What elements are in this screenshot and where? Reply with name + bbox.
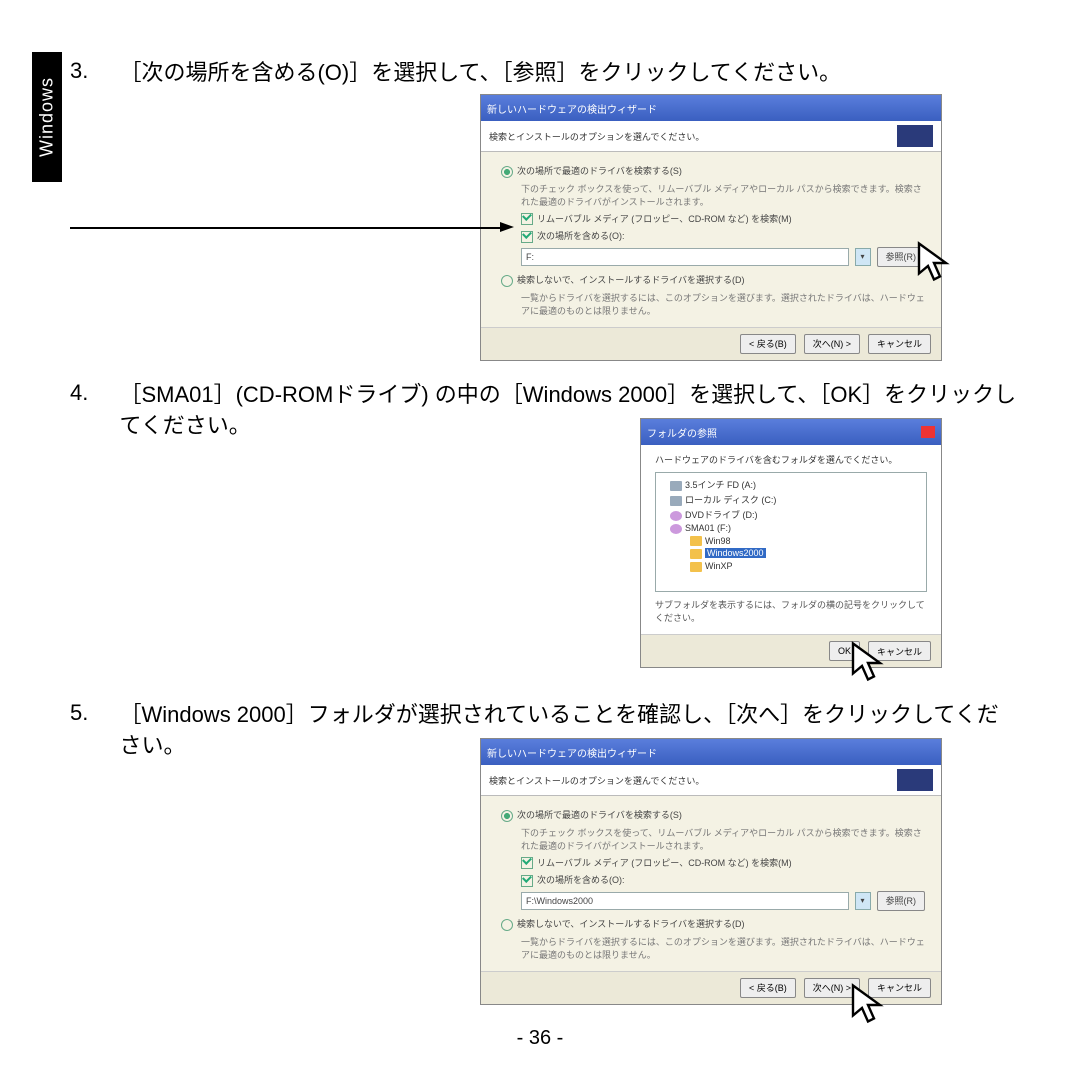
tree-dvd: DVDドライブ (D:) xyxy=(685,510,758,520)
browse-header-text: ハードウェアのドライバを含むフォルダを選んでください。 xyxy=(655,453,927,466)
browse-buttons: OK キャンセル xyxy=(641,634,941,667)
step4-num: 4. xyxy=(70,380,115,406)
next-button[interactable]: 次へ(N) > xyxy=(804,334,860,354)
radio2-sub: 一覧からドライバを選択するには、このオプションを選びます。選択されたドライバは、… xyxy=(521,291,925,317)
tree-win98: Win98 xyxy=(705,536,731,546)
wizard-screenshot-2: 新しいハードウェアの検出ウィザード 検索とインストールのオプションを選んでくださ… xyxy=(480,738,942,1005)
step3-num: 3. xyxy=(70,58,115,84)
folder-tree[interactable]: 3.5インチ FD (A:) ローカル ディスク (C:) DVDドライブ (D… xyxy=(655,472,927,592)
browse-button-2[interactable]: 参照(R) xyxy=(877,891,926,911)
radio-no-search[interactable] xyxy=(501,275,513,287)
browse-dialog-screenshot: フォルダの参照 ハードウェアのドライバを含むフォルダを選んでください。 3.5イ… xyxy=(640,418,942,668)
step-3: 3. ［次の場所を含める(O)］を選択して、［参照］をクリックしてください。 xyxy=(70,58,1030,89)
path-dropdown-icon-2[interactable]: ▾ xyxy=(855,892,871,910)
cancel-button[interactable]: キャンセル xyxy=(868,334,931,354)
browse-hint: サブフォルダを表示するには、フォルダの横の記号をクリックしてください。 xyxy=(655,598,927,624)
radio2-sub-2: 一覧からドライバを選択するには、このオプションを選びます。選択されたドライバは、… xyxy=(521,935,925,961)
side-tab-windows: Windows xyxy=(32,52,62,182)
wizard1-header-text: 検索とインストールのオプションを選んでください。 xyxy=(489,130,704,143)
dvd-icon xyxy=(670,511,682,521)
step5-num: 5. xyxy=(70,700,115,726)
radio-no-search-2[interactable] xyxy=(501,919,513,931)
close-icon[interactable] xyxy=(921,426,935,438)
wizard2-body: 次の場所で最適のドライバを検索する(S) 下のチェック ボックスを使って、リムー… xyxy=(481,796,941,971)
tree-floppy: 3.5インチ FD (A:) xyxy=(685,480,756,490)
wizard2-titlebar: 新しいハードウェアの検出ウィザード xyxy=(481,739,941,765)
back-button[interactable]: < 戻る(B) xyxy=(740,334,796,354)
wizard1-titlebar: 新しいハードウェアの検出ウィザード xyxy=(481,95,941,121)
wizard-screenshot-1: 新しいハードウェアの検出ウィザード 検索とインストールのオプションを選んでくださ… xyxy=(480,94,942,361)
browse-title-text: フォルダの参照 xyxy=(647,425,717,440)
cb-include-location-2[interactable] xyxy=(521,875,533,887)
folder-icon xyxy=(690,549,702,559)
tree-winxp: WinXP xyxy=(705,561,733,571)
wizard-icon xyxy=(897,769,933,791)
pointer-arrow-line xyxy=(70,227,502,229)
radio1-sub: 下のチェック ボックスを使って、リムーバブル メディアやローカル パスから検索で… xyxy=(521,182,925,208)
tree-win2000-selected[interactable]: Windows2000 xyxy=(705,548,766,558)
folder-icon xyxy=(690,562,702,572)
browse-body: ハードウェアのドライバを含むフォルダを選んでください。 3.5インチ FD (A… xyxy=(641,445,941,634)
wizard2-header-text: 検索とインストールのオプションを選んでください。 xyxy=(489,774,704,787)
radio1-label-2: 次の場所で最適のドライバを検索する(S) xyxy=(517,810,682,820)
cb-removable-media[interactable] xyxy=(521,213,533,225)
cb2-label-2: 次の場所を含める(O): xyxy=(537,875,625,885)
page-number: - 36 - xyxy=(0,1027,1080,1050)
step3-text: ［次の場所を含める(O)］を選択して、［参照］をクリックしてください。 xyxy=(119,58,1019,89)
browse-titlebar: フォルダの参照 xyxy=(641,419,941,445)
path-dropdown-icon[interactable]: ▾ xyxy=(855,248,871,266)
wizard-icon xyxy=(897,125,933,147)
cb-removable-media-2[interactable] xyxy=(521,857,533,869)
path-input-1[interactable]: F: xyxy=(521,248,849,266)
radio2-label: 検索しないで、インストールするドライバを選択する(D) xyxy=(517,275,745,285)
radio2-label-2: 検索しないで、インストールするドライバを選択する(D) xyxy=(517,919,745,929)
tree-sma01: SMA01 (F:) xyxy=(685,523,731,533)
path-input-2[interactable]: F:\Windows2000 xyxy=(521,892,849,910)
cb-include-location[interactable] xyxy=(521,231,533,243)
disk-icon xyxy=(670,496,682,506)
tree-localdisk: ローカル ディスク (C:) xyxy=(685,495,776,505)
wizard2-header: 検索とインストールのオプションを選んでください。 xyxy=(481,765,941,796)
radio-search-location[interactable] xyxy=(501,166,513,178)
cb1-label-2: リムーバブル メディア (フロッピー、CD-ROM など) を検索(M) xyxy=(537,858,792,868)
back-button-2[interactable]: < 戻る(B) xyxy=(740,978,796,998)
floppy-icon xyxy=(670,481,682,491)
radio-search-location-2[interactable] xyxy=(501,810,513,822)
radio1-sub-2: 下のチェック ボックスを使って、リムーバブル メディアやローカル パスから検索で… xyxy=(521,826,925,852)
wizard1-body: 次の場所で最適のドライバを検索する(S) 下のチェック ボックスを使って、リムー… xyxy=(481,152,941,327)
cd-icon xyxy=(670,524,682,534)
pointer-arrow-head-icon xyxy=(500,222,514,232)
cb1-label: リムーバブル メディア (フロッピー、CD-ROM など) を検索(M) xyxy=(537,214,792,224)
cb2-label: 次の場所を含める(O): xyxy=(537,231,625,241)
wizard1-buttons: < 戻る(B) 次へ(N) > キャンセル xyxy=(481,327,941,360)
folder-icon xyxy=(690,536,702,546)
wizard1-header: 検索とインストールのオプションを選んでください。 xyxy=(481,121,941,152)
radio1-label: 次の場所で最適のドライバを検索する(S) xyxy=(517,166,682,176)
